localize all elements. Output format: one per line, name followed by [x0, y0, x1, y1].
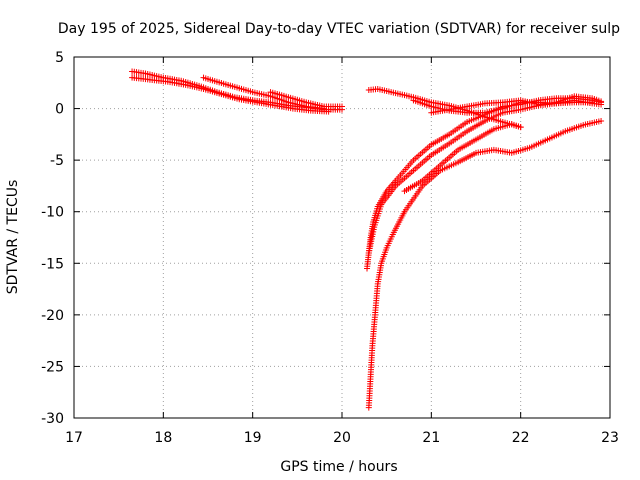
y-tick-label: -25: [41, 359, 64, 375]
x-tick-label: 17: [65, 430, 83, 446]
y-axis-label: SDTVAR / TECUs: [5, 180, 21, 295]
x-tick-label: 18: [154, 430, 172, 446]
y-tick-label: -15: [41, 256, 64, 272]
x-tick-label: 21: [422, 430, 440, 446]
x-axis-label: GPS time / hours: [280, 459, 397, 475]
series-track-9: [401, 121, 524, 195]
y-tick-label: 5: [55, 50, 64, 66]
data-points: [129, 68, 605, 411]
plot-frame: [73, 56, 611, 419]
series-track-6: [365, 117, 605, 411]
data-point: [325, 108, 332, 115]
x-tick-label: 19: [244, 430, 262, 446]
series-track-2: [129, 74, 332, 115]
x-tick-label: 23: [601, 430, 619, 446]
x-tick-label: 20: [333, 430, 351, 446]
y-tick-label: -30: [41, 411, 64, 427]
axis-ticks: 17 18 19 20 21 22 23 -30 -25 -20 -15 -10 -5 0 5: [41, 50, 619, 446]
x-tick-label: 22: [512, 430, 530, 446]
y-tick-label: -20: [41, 308, 64, 324]
y-tick-label: -10: [41, 205, 64, 221]
y-tick-label: -5: [50, 153, 64, 169]
data-point: [598, 117, 605, 124]
data-point: [598, 98, 605, 105]
data-point: [517, 124, 524, 131]
y-tick-label: 0: [55, 102, 64, 118]
data-point: [339, 103, 345, 110]
series-track-11: [428, 93, 605, 116]
series-track-10: [410, 97, 605, 116]
series-track-4: [267, 89, 345, 110]
chart-title: Day 195 of 2025, Sidereal Day-to-day VTE…: [58, 21, 620, 37]
